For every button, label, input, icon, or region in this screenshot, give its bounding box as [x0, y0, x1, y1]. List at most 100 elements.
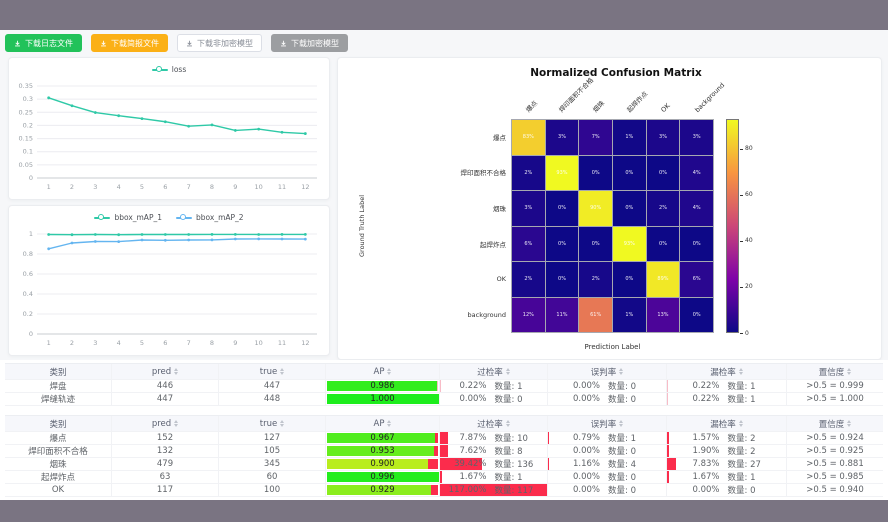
legend-line-icon	[94, 213, 111, 222]
pred-cell: 447	[112, 393, 219, 405]
column-header-漏检率[interactable]: 漏检率	[667, 416, 787, 431]
map-line-chart: 00.20.40.60.811 2 3 4 5 6 7 8 9 10 11 12	[23, 230, 317, 347]
rate-cell: 0.00% 数量: 0	[548, 393, 667, 405]
column-header-误判率[interactable]: 误判率	[548, 416, 667, 431]
matrix-cell: 0%	[613, 191, 646, 226]
matrix-cell: 90%	[579, 191, 612, 226]
matrix-cell: 3%	[646, 120, 680, 155]
column-header-true[interactable]: true	[219, 364, 326, 379]
column-header-置信度[interactable]: 置信度	[787, 364, 883, 379]
matrix-cell: 3%	[680, 120, 713, 155]
rate-cell: 0.22% 数量: 1	[667, 393, 787, 405]
column-header-过检率[interactable]: 过检率	[440, 416, 548, 431]
sort-caret-icon[interactable]	[738, 368, 743, 375]
svg-text:6: 6	[163, 339, 167, 347]
class-name-cell: 焊印面积不合格	[5, 445, 112, 457]
sort-caret-icon[interactable]	[619, 368, 624, 375]
table-row: 焊盘 446 447 0.986 0.22% 数量: 1 0.00% 数量: 0 0.22% 数量…	[5, 380, 883, 393]
ap-bar	[327, 433, 436, 443]
column-header-pred[interactable]: pred	[112, 364, 219, 379]
rate-bar	[667, 471, 669, 483]
download-unencrypted-model-button[interactable]: 下载非加密模型	[177, 34, 262, 52]
ap-remainder-bar	[427, 459, 438, 469]
matrix-row-label: background	[467, 311, 506, 320]
sort-caret-icon[interactable]	[505, 420, 510, 427]
rate-cell: 7.62% 数量: 8	[440, 445, 548, 457]
x-axis-label: Prediction Label	[584, 343, 641, 351]
button-label: 下载加密模型	[291, 38, 339, 48]
matrix-column-label: background	[693, 81, 726, 114]
svg-text:9: 9	[233, 183, 237, 191]
svg-text:8: 8	[210, 183, 214, 191]
column-header-true[interactable]: true	[219, 416, 326, 431]
colorbar-tick	[740, 286, 743, 288]
rate-cell: 0.22% 数量: 1	[440, 380, 548, 392]
download-report-button[interactable]: 下载简报文件	[91, 34, 168, 52]
colorbar-tick-label: 60	[745, 191, 753, 199]
column-header-置信度[interactable]: 置信度	[787, 416, 883, 431]
column-header-过检率[interactable]: 过检率	[440, 364, 548, 379]
sort-caret-icon[interactable]	[387, 368, 392, 375]
matrix-cell: 13%	[646, 297, 680, 332]
sort-caret-icon[interactable]	[280, 420, 285, 427]
rate-cell: 0.22% 数量: 1	[667, 380, 787, 392]
svg-text:1: 1	[29, 230, 33, 238]
class-name-cell: 焊盘	[5, 380, 112, 392]
matrix-cell: 93%	[613, 226, 646, 261]
svg-text:2: 2	[70, 183, 74, 191]
sort-caret-icon[interactable]	[280, 368, 285, 375]
rate-bar	[667, 445, 670, 457]
button-label: 下载简报文件	[111, 38, 159, 48]
rate-cell: 1.90% 数量: 2	[667, 445, 787, 457]
true-cell: 127	[219, 432, 326, 444]
class-name-cell: 烟珠	[5, 458, 112, 470]
sort-caret-icon[interactable]	[619, 420, 624, 427]
confusion-matrix-title: Normalized Confusion Matrix	[530, 67, 702, 79]
download-log-button[interactable]: 下载日志文件	[5, 34, 82, 52]
matrix-cell: 2%	[579, 262, 612, 297]
matrix-cell: 3%	[512, 191, 545, 226]
ap-cell: 0.996	[326, 471, 440, 483]
download-encrypted-model-button[interactable]: 下载加密模型	[271, 34, 348, 52]
svg-text:1: 1	[47, 183, 51, 191]
matrix-row-label: 焊印面积不合格	[460, 169, 507, 178]
sort-caret-icon[interactable]	[847, 368, 852, 375]
pred-cell: 117	[112, 484, 219, 496]
column-header-AP[interactable]: AP	[326, 416, 440, 431]
svg-text:0: 0	[29, 174, 33, 182]
rate-bar	[667, 432, 669, 444]
sort-caret-icon[interactable]	[505, 368, 510, 375]
column-header-pred[interactable]: pred	[112, 416, 219, 431]
matrix-cell: 6%	[680, 262, 713, 297]
matrix-cell: 0%	[579, 226, 612, 261]
column-header-AP[interactable]: AP	[326, 364, 440, 379]
svg-text:1: 1	[47, 339, 51, 347]
legend-item-bbox_mAP_1[interactable]: bbox_mAP_1	[94, 213, 162, 222]
table-row: 焊缝轨迹 447 448 1.000 0.00% 数量: 0 0.00% 数量: 0 0.22%…	[5, 393, 883, 406]
matrix-cell: 89%	[646, 262, 680, 297]
sort-caret-icon[interactable]	[847, 420, 852, 427]
sort-caret-icon[interactable]	[738, 420, 743, 427]
legend-item-bbox_mAP_2[interactable]: bbox_mAP_2	[176, 213, 244, 222]
rate-cell: 1.16% 数量: 4	[548, 458, 667, 470]
ap-bar	[327, 472, 439, 482]
matrix-row-label: 起焊炸点	[480, 240, 506, 249]
matrix-cell: 0%	[613, 262, 646, 297]
colorbar-tick-label: 20	[745, 283, 753, 291]
confidence-cell: >0.5 = 0.881	[806, 459, 864, 469]
sort-caret-icon[interactable]	[387, 420, 392, 427]
true-cell: 100	[219, 484, 326, 496]
ap-remainder-bar	[435, 433, 438, 443]
ap-remainder-bar	[437, 381, 438, 391]
column-header-误判率[interactable]: 误判率	[548, 364, 667, 379]
column-header-类别: 类别	[5, 364, 112, 379]
table-row: 烟珠 479 345 0.900 39.42% 数量: 136 1.16% 数量: 4 7.83…	[5, 458, 883, 471]
sort-caret-icon[interactable]	[174, 420, 179, 427]
legend-item-loss[interactable]: loss	[151, 65, 186, 74]
sort-caret-icon[interactable]	[174, 368, 179, 375]
svg-text:7: 7	[187, 183, 191, 191]
matrix-cell: 3%	[545, 120, 579, 155]
column-header-漏检率[interactable]: 漏检率	[667, 364, 787, 379]
svg-text:0.35: 0.35	[19, 82, 33, 90]
legend-line-icon	[176, 213, 192, 222]
